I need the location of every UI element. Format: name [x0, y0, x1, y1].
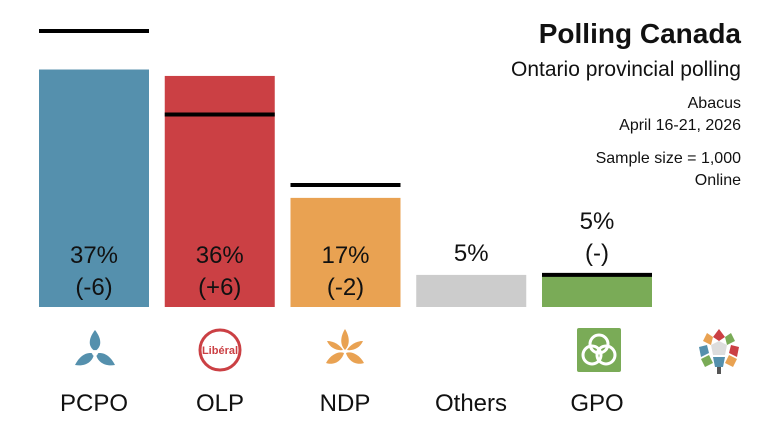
bar-others: [416, 274, 527, 307]
chart-title: Polling Canada: [538, 18, 741, 49]
category-label-ndp: NDP: [319, 390, 371, 417]
bar-gpo: [542, 274, 652, 307]
ndp-trillium-icon: [326, 329, 364, 364]
change-label-pcpo: (-6): [75, 274, 112, 301]
bar-ndp: [290, 197, 401, 307]
change-label-gpo: (-): [585, 240, 609, 267]
bar-pcpo: [39, 69, 149, 307]
category-label-olp: OLP: [195, 390, 245, 417]
polling-canada-logo-icon: [699, 329, 739, 374]
gpo-logo-icon: [577, 328, 621, 372]
pollster-name: Abacus: [687, 95, 741, 112]
poll-dates: April 16-21, 2026: [619, 117, 741, 134]
chart-subtitle: Ontario provincial polling: [511, 58, 741, 81]
sample-size: Sample size = 1,000: [595, 150, 741, 167]
change-label-ndp: (-2): [327, 274, 364, 301]
poll-method: Online: [694, 172, 741, 189]
data-label-others: 5%: [454, 240, 489, 267]
category-label-others: Others: [434, 390, 508, 417]
category-label-gpo: GPO: [570, 390, 624, 417]
svg-text:Libéral: Libéral: [202, 345, 238, 357]
data-label-olp: 36%: [196, 242, 244, 269]
data-label-gpo: 5%: [580, 208, 615, 235]
data-label-pcpo: 37%: [70, 242, 118, 269]
bar-olp: [164, 75, 275, 307]
change-label-olp: (+6): [198, 274, 241, 301]
pcpo-trillium-icon: [75, 330, 115, 366]
data-label-ndp: 17%: [321, 242, 369, 269]
liberal-logo-icon: Libéral: [198, 328, 242, 372]
category-label-pcpo: PCPO: [59, 390, 128, 417]
